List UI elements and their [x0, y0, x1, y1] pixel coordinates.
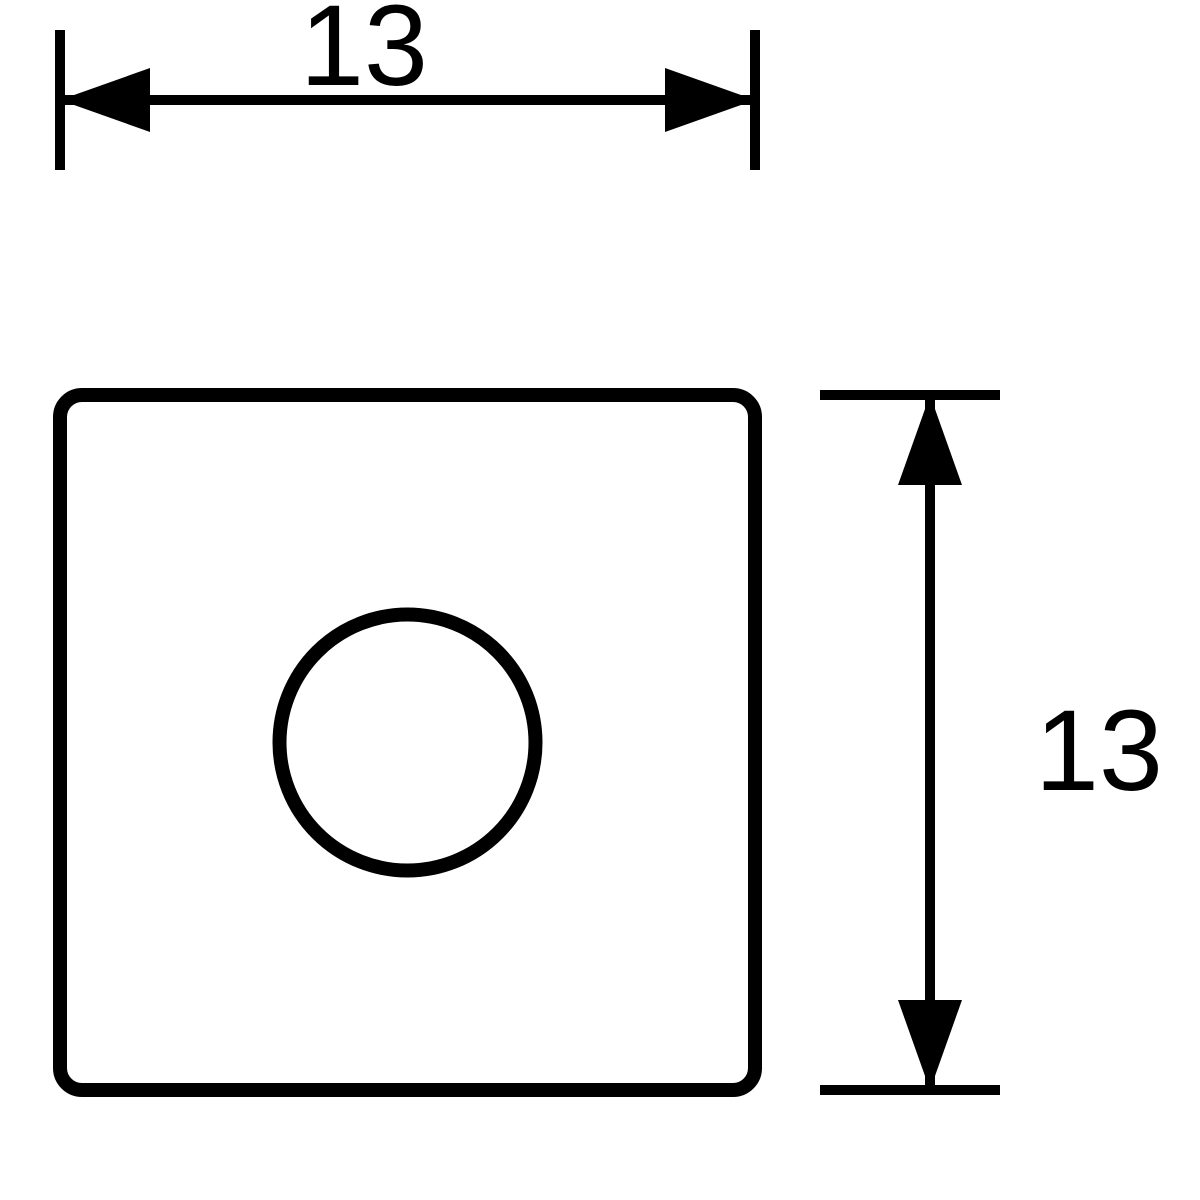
dimension-height-label: 13 [1035, 687, 1163, 815]
technical-drawing: 13 13 [0, 0, 1200, 1200]
center-circle [280, 615, 536, 871]
arrowhead-left-icon [60, 68, 150, 132]
square-plate [60, 395, 755, 1090]
dimension-width-label: 13 [300, 0, 428, 110]
dimension-width: 13 [60, 0, 755, 170]
arrowhead-right-icon [665, 68, 755, 132]
dimension-height: 13 [820, 395, 1163, 1090]
arrowhead-up-icon [898, 395, 962, 485]
arrowhead-down-icon [898, 1000, 962, 1090]
